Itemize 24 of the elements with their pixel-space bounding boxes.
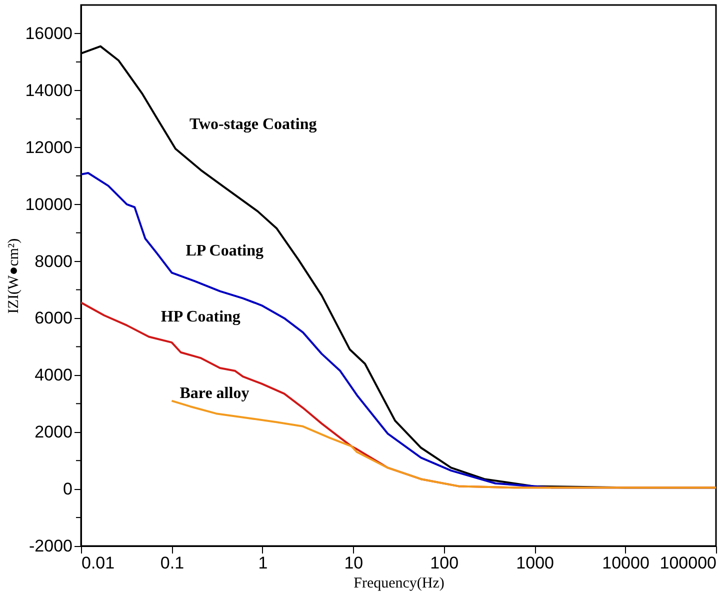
y-tick-label: 14000 [25,80,72,100]
y-tick-label: 4000 [34,366,72,385]
x-tick-label: 100 [430,554,459,572]
x-tick-label: 10 [344,554,364,572]
y-tick-label: 8000 [34,252,72,271]
y-tick-label: 0 [63,480,72,499]
y-tick-label: 16000 [25,24,72,43]
x-tick-label: 0.01 [82,554,115,572]
y-tick-label: 6000 [34,308,72,328]
x-tick-label: 0.1 [160,554,184,572]
series-label: LP Coating [186,242,264,260]
series-label: Bare alloy [180,384,250,402]
series-label: Two-stage Coating [189,116,317,133]
y-tick-label: 12000 [25,138,72,157]
x-tick-label: 100000 [660,554,716,572]
series-label: HP Coating [160,308,240,326]
x-tick-label: 1000 [516,554,554,572]
y-tick-label: 10000 [25,194,72,214]
x-tick-label: 10000 [602,554,650,572]
y-tick-label: -2000 [29,536,72,556]
x-tick-label: 1 [258,554,268,572]
y-axis-title: IZI(W●cm²) [6,238,22,314]
y-tick-label: 2000 [34,422,72,442]
x-axis-title: Frequency(Hz) [354,576,444,592]
